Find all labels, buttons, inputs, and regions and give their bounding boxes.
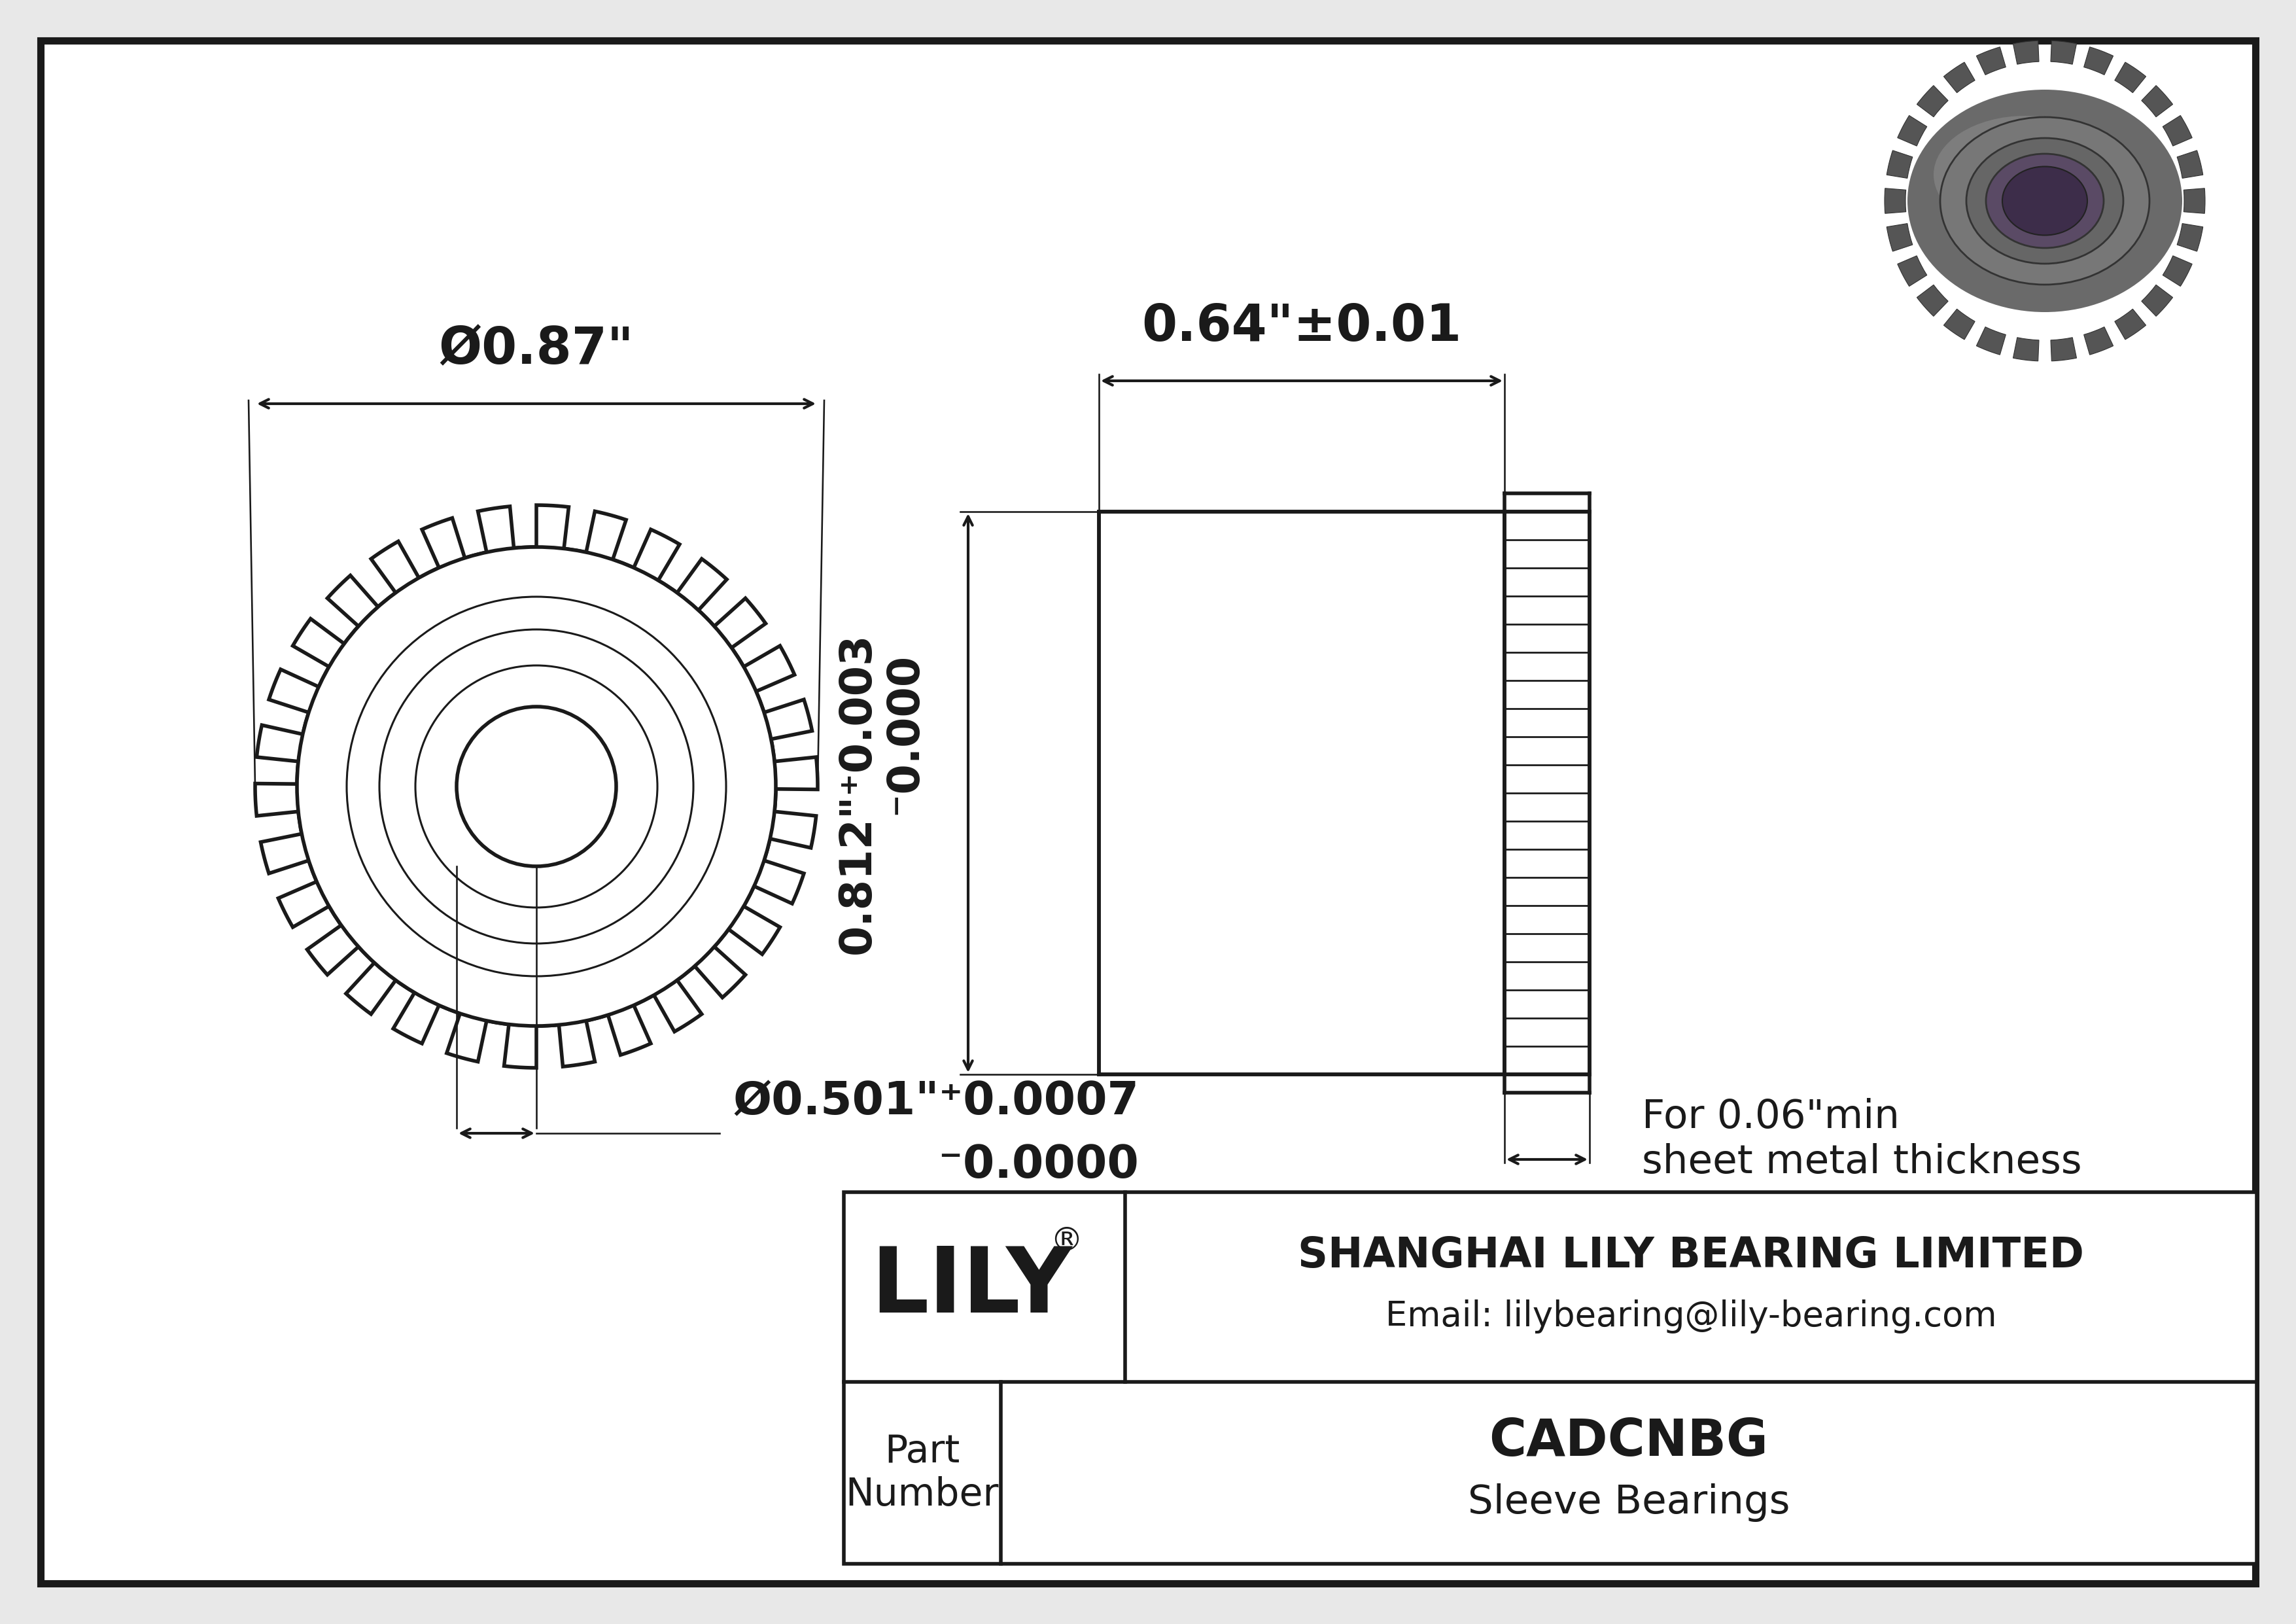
Bar bbox=[1504, 512, 1589, 1075]
Wedge shape bbox=[1887, 224, 1913, 252]
Wedge shape bbox=[1896, 115, 1926, 146]
Wedge shape bbox=[2183, 188, 2204, 213]
Circle shape bbox=[457, 706, 615, 866]
Text: Ø0.501"⁺0.0007: Ø0.501"⁺0.0007 bbox=[732, 1080, 1139, 1124]
Ellipse shape bbox=[1940, 117, 2149, 284]
Wedge shape bbox=[2085, 47, 2112, 75]
Ellipse shape bbox=[1908, 89, 2181, 312]
Text: Ø0.87": Ø0.87" bbox=[439, 325, 634, 374]
Text: 0.812"⁺0.003
         ⁻0.000: 0.812"⁺0.003 ⁻0.000 bbox=[836, 632, 930, 953]
Text: Part
Number: Part Number bbox=[845, 1432, 999, 1514]
Text: ⁻0.0000: ⁻0.0000 bbox=[732, 1143, 1139, 1187]
Wedge shape bbox=[2163, 255, 2193, 286]
Ellipse shape bbox=[2002, 167, 2087, 235]
Bar bbox=[1100, 512, 1504, 1075]
Text: ®: ® bbox=[1049, 1226, 1081, 1257]
Wedge shape bbox=[2014, 41, 2039, 65]
Ellipse shape bbox=[1986, 154, 2103, 248]
Wedge shape bbox=[2142, 284, 2172, 317]
Wedge shape bbox=[2115, 309, 2147, 339]
Wedge shape bbox=[2177, 151, 2202, 179]
Wedge shape bbox=[1977, 326, 2007, 354]
Ellipse shape bbox=[1933, 115, 2117, 234]
Wedge shape bbox=[1885, 188, 1906, 213]
Text: CADCNBG: CADCNBG bbox=[1490, 1416, 1768, 1466]
Wedge shape bbox=[2050, 338, 2076, 361]
Text: 0.64"±0.01: 0.64"±0.01 bbox=[1141, 302, 1463, 351]
Wedge shape bbox=[2050, 41, 2076, 65]
Wedge shape bbox=[1945, 309, 1975, 339]
Wedge shape bbox=[2163, 115, 2193, 146]
Ellipse shape bbox=[1965, 138, 2124, 263]
Wedge shape bbox=[1917, 86, 1947, 117]
Text: For 0.06"min
sheet metal thickness: For 0.06"min sheet metal thickness bbox=[1642, 1098, 2082, 1181]
Wedge shape bbox=[1977, 47, 2007, 75]
Wedge shape bbox=[1887, 151, 1913, 179]
Wedge shape bbox=[1917, 284, 1947, 317]
Text: Email: lilybearing@lily-bearing.com: Email: lilybearing@lily-bearing.com bbox=[1384, 1299, 1998, 1333]
Wedge shape bbox=[2115, 62, 2147, 93]
Wedge shape bbox=[2014, 338, 2039, 361]
Text: LILY: LILY bbox=[870, 1242, 1072, 1332]
Wedge shape bbox=[2142, 86, 2172, 117]
Text: SHANGHAI LILY BEARING LIMITED: SHANGHAI LILY BEARING LIMITED bbox=[1297, 1236, 2085, 1276]
Text: Sleeve Bearings: Sleeve Bearings bbox=[1467, 1483, 1791, 1522]
Wedge shape bbox=[2177, 224, 2202, 252]
Wedge shape bbox=[2085, 326, 2112, 354]
Wedge shape bbox=[1945, 62, 1975, 93]
Circle shape bbox=[296, 547, 776, 1026]
Wedge shape bbox=[1896, 255, 1926, 286]
Polygon shape bbox=[255, 505, 817, 1069]
Bar bbox=[845, 1192, 2257, 1564]
